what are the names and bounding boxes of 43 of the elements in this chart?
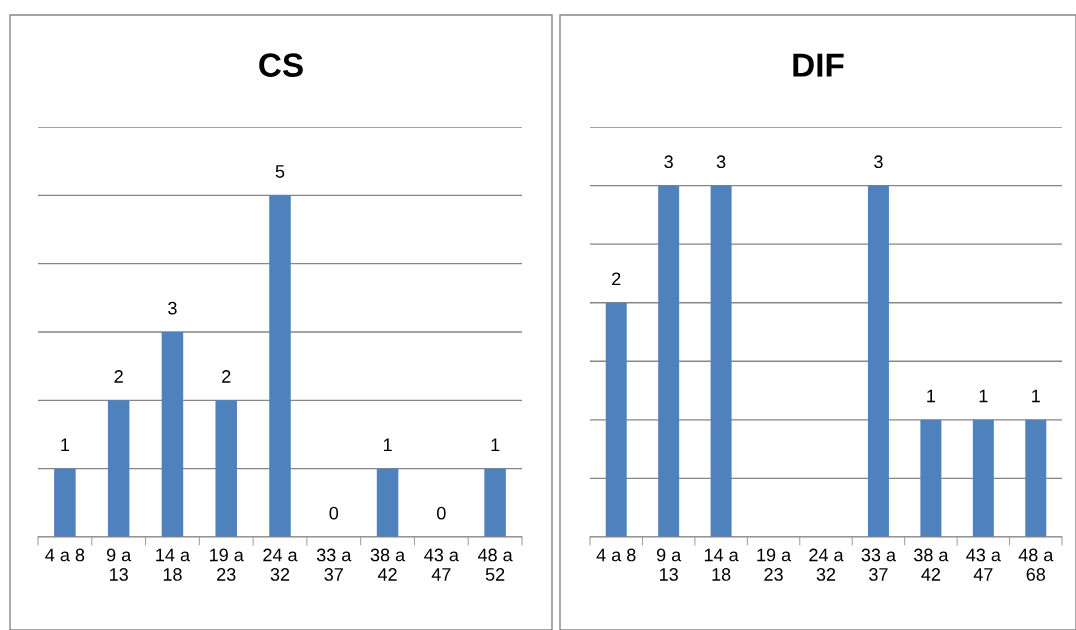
x-tick-label: 33 a 37	[861, 548, 897, 581]
x-tick-label: 14 a 18	[704, 548, 739, 581]
x-tick-label: 38 a 42	[914, 548, 949, 581]
data-label: 1	[927, 389, 936, 403]
x-tick-label: 24 a 32	[809, 548, 844, 581]
bar	[161, 332, 184, 537]
x-tick-label: 19 a 23	[210, 548, 244, 581]
x-tick-label: 9 a 13	[106, 548, 132, 581]
data-label: 3	[168, 301, 177, 315]
bar	[269, 195, 291, 537]
data-label: 3	[664, 155, 673, 169]
x-tick-label: 9 a 13	[656, 548, 682, 581]
x-tick-label: 14 a 18	[156, 548, 191, 581]
x-tick-label: 48 a 68	[1018, 548, 1054, 581]
data-label: 1	[491, 438, 500, 452]
data-label: 2	[114, 370, 123, 383]
data-label: 0	[437, 506, 446, 520]
x-tick-label: 33 a 37	[316, 548, 352, 581]
chart-title: CS	[259, 53, 303, 77]
x-tick-label: 19 a 23	[757, 548, 792, 581]
data-label: 2	[612, 272, 621, 286]
chart-title: DIF	[793, 53, 844, 77]
bar	[484, 468, 506, 537]
x-tick-label: 43 a 47	[424, 548, 459, 581]
x-tick-label: 48 a 52	[477, 548, 513, 581]
data-label: 0	[329, 506, 339, 520]
data-label: 1	[383, 438, 392, 452]
data-label: 1	[61, 438, 70, 452]
data-label: 1	[1032, 389, 1040, 403]
data-label: 2	[222, 370, 231, 383]
data-label: 1	[979, 389, 988, 403]
data-label: 3	[874, 155, 883, 169]
x-tick-label: 4 a 8	[45, 548, 85, 562]
bar	[107, 400, 130, 537]
x-tick-label: 4 a 8	[596, 548, 636, 562]
bar	[215, 400, 237, 537]
x-tick-label: 24 a 32	[263, 548, 298, 581]
bar	[376, 468, 399, 537]
data-label: 5	[275, 165, 285, 178]
data-label: 3	[716, 155, 726, 169]
x-tick-label: 38 a 42	[370, 548, 406, 581]
x-tick-label: 43 a 47	[966, 548, 1001, 581]
bar	[54, 468, 76, 537]
